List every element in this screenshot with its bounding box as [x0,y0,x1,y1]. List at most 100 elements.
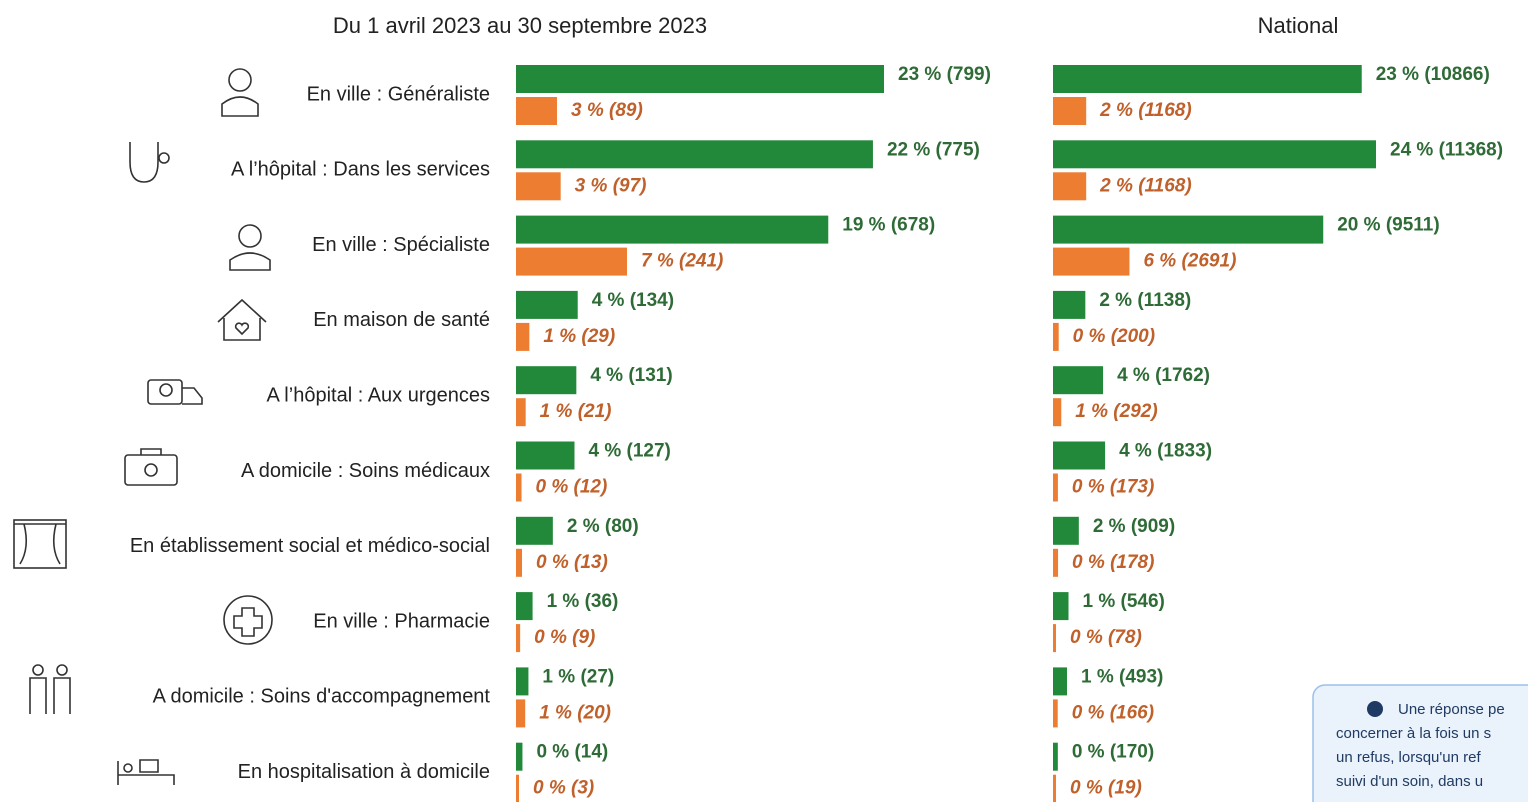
value-label: 4 % (1762) [1117,365,1210,386]
value-label: 1 % (493) [1081,666,1163,687]
value-label: 0 % (13) [536,552,608,573]
category-label: A l’hôpital : Aux urgences [267,384,490,406]
value-label: 1 % (20) [539,702,611,723]
category-label: En maison de santé [313,309,490,331]
value-label: 0 % (178) [1072,552,1154,573]
bar [1053,65,1362,93]
value-label: 6 % (2691) [1143,251,1236,272]
category-label: En ville : Généraliste [307,83,490,105]
value-label: 0 % (78) [1070,627,1142,648]
bar [516,290,578,319]
value-label: 1 % (27) [542,666,614,687]
value-label: 23 % (799) [898,64,991,85]
bar [1053,441,1106,470]
value-label: 2 % (1138) [1099,290,1191,311]
bar [1053,366,1104,395]
value-label: 2 % (909) [1093,516,1175,537]
value-label: 23 % (10866) [1376,64,1490,85]
value-label: 4 % (127) [588,441,670,462]
category-label: A domicile : Soins médicaux [241,460,490,482]
category-label: En ville : Spécialiste [312,234,490,256]
value-label: 1 % (21) [540,401,612,422]
value-label: 3 % (89) [571,100,643,121]
bar [1053,322,1059,351]
value-label: 2 % (1168) [1099,175,1192,196]
note-text: un refus, lorsqu'un ref [1336,749,1481,766]
value-label: 0 % (9) [534,627,595,648]
bar [1053,667,1068,696]
value-label: 0 % (3) [533,778,594,799]
value-label: 1 % (36) [547,591,619,612]
bar [1053,140,1376,169]
bar [1053,774,1056,802]
category-label: A l’hôpital : Dans les services [231,159,490,181]
bar [1053,592,1069,621]
bar [1053,624,1056,653]
info-icon [1367,701,1383,717]
bar [1053,548,1059,577]
category-label: En ville : Pharmacie [313,610,490,632]
bar [1053,398,1062,427]
bar [516,548,522,577]
bar [516,247,627,276]
note-text: suivi d'un soin, dans u [1336,773,1483,790]
value-label: 1 % (29) [543,326,615,347]
bar [516,592,533,621]
value-label: 19 % (678) [842,215,935,236]
category-label: En établissement social et médico-social [130,535,490,557]
bar [1053,742,1058,771]
bar [516,742,523,771]
value-label: 24 % (11368) [1390,139,1503,160]
value-label: 22 % (775) [887,139,980,160]
value-label: 0 % (170) [1072,742,1154,763]
value-label: 2 % (1168) [1099,100,1192,121]
bar [1053,699,1058,728]
bar [516,215,829,244]
value-label: 20 % (9511) [1337,215,1439,236]
bar [516,97,557,125]
note-text: concerner à la fois un s [1336,725,1491,742]
chart-title: National [1258,13,1339,38]
bar [1053,97,1087,125]
bar [516,774,519,802]
bar [516,140,873,169]
value-label: 3 % (97) [575,175,647,196]
bar [1053,290,1086,319]
value-label: 7 % (241) [641,251,723,272]
bar [516,699,526,728]
bar [1053,473,1058,502]
category-label: A domicile : Soins d'accompagnement [153,686,491,708]
chart-title: Du 1 avril 2023 au 30 septembre 2023 [333,13,707,38]
value-label: 4 % (131) [590,365,672,386]
value-label: 0 % (14) [536,742,608,763]
value-label: 4 % (1833) [1119,441,1212,462]
bar [516,65,884,93]
value-label: 0 % (12) [536,477,608,498]
bar [516,398,526,427]
bar [516,473,522,502]
bar [1053,247,1130,276]
bar [1053,172,1087,201]
value-label: 0 % (200) [1073,326,1155,347]
value-label: 0 % (166) [1072,702,1154,723]
bar [1053,516,1079,545]
bar [516,624,521,653]
bar [516,667,529,696]
bar [516,172,561,201]
bar [516,366,577,395]
note-box [1312,684,1528,802]
value-label: 2 % (80) [567,516,639,537]
bar [516,516,553,545]
value-label: 1 % (292) [1075,401,1157,422]
value-label: 1 % (546) [1083,591,1165,612]
category-label: En hospitalisation à domicile [238,761,490,783]
note-text: Une réponse pe [1398,701,1505,718]
value-label: 4 % (134) [592,290,674,311]
icons [13,68,273,785]
bar [1053,215,1324,244]
bar [516,441,575,470]
value-label: 0 % (173) [1072,477,1154,498]
bar [516,322,530,351]
value-label: 0 % (19) [1070,778,1142,799]
